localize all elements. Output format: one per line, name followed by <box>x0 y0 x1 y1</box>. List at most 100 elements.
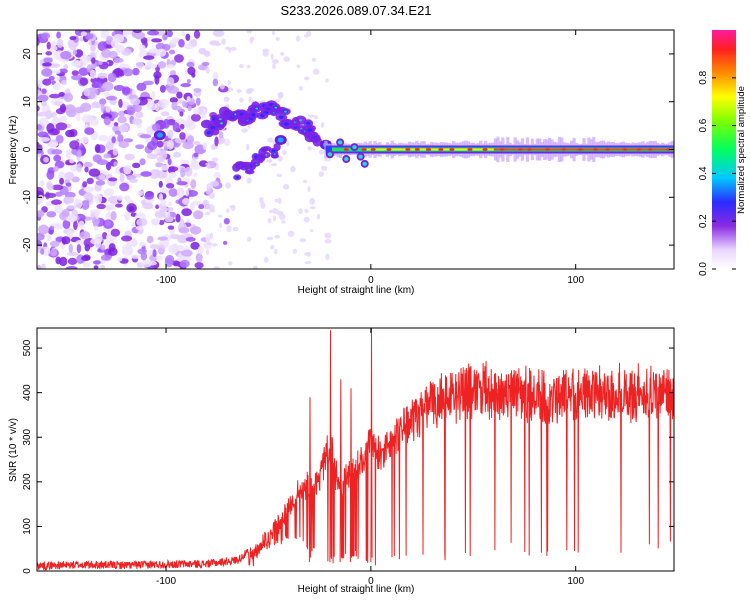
spectrogram-cell <box>223 218 230 225</box>
spectrogram-cell <box>179 218 185 229</box>
spectrogram-cell <box>113 85 125 91</box>
spectrogram-cell <box>195 252 203 263</box>
spectrogram-cell <box>45 51 53 56</box>
spectrogram-cell <box>139 241 147 247</box>
spectrogram-cell <box>52 82 61 91</box>
spectrogram-cell <box>165 211 171 217</box>
spectrogram-cell <box>138 44 146 52</box>
y-tick-label: 100 <box>22 518 33 535</box>
spectrogram-cell <box>212 78 219 87</box>
spectrogram-cell <box>135 225 143 230</box>
spectrogram-cell <box>59 177 65 185</box>
spectrogram-cell <box>179 111 184 117</box>
spectrogram-cell <box>76 163 82 173</box>
carrier-peak <box>467 148 473 151</box>
spectrogram-cell <box>146 102 158 111</box>
spectrogram-cell <box>94 144 101 153</box>
spectrogram-cell <box>70 165 78 172</box>
spectrogram-cell <box>84 127 95 135</box>
spectrogram-cell <box>307 146 312 151</box>
spectrogram-cell <box>67 257 78 265</box>
spectrogram-cell <box>80 136 89 144</box>
spectrogram-cell <box>113 57 124 63</box>
spectrogram-cell <box>172 122 180 132</box>
spectrogram-cell <box>250 112 256 117</box>
spectrogram-cell <box>64 171 75 181</box>
spectrogram-cell <box>284 110 287 113</box>
spectrogram-cell <box>71 59 82 67</box>
spectrogram-cell <box>305 121 311 126</box>
spectrogram-cell <box>274 106 278 109</box>
spectrogram-cell <box>303 76 310 81</box>
spectrogram-cell <box>239 63 244 69</box>
spectrogram-cell <box>37 264 42 269</box>
spectrogram-cell <box>362 161 367 166</box>
y-tick-label: 400 <box>22 384 33 401</box>
spectrogram-cell <box>157 236 169 241</box>
spectrogram-cell <box>151 219 160 226</box>
spectrogram-cell <box>37 105 40 112</box>
spectrogram-cell <box>212 30 225 37</box>
spectrogram-cell <box>218 118 222 121</box>
spectrogram-cell <box>154 74 160 85</box>
spectrogram-cell <box>184 189 190 197</box>
spectrogram-cell <box>147 63 158 69</box>
spectrogram-cell <box>167 201 173 207</box>
spectrogram-cell <box>100 244 106 251</box>
spectrogram-cell <box>133 31 146 40</box>
carrier-peak <box>361 148 367 151</box>
carrier-peak <box>405 148 411 151</box>
spectrogram-cell <box>66 109 77 118</box>
spectrogram-cell <box>277 155 283 162</box>
spectrogram-cell <box>158 180 163 188</box>
spectrogram-cell <box>83 186 95 193</box>
spectrogram-cell <box>100 254 111 261</box>
spectrogram-cell <box>152 249 157 257</box>
spectrogram-cell <box>205 204 210 210</box>
spectrogram-cell <box>239 97 244 103</box>
spectrogram-cell <box>228 47 232 54</box>
spectrogram-cell <box>95 180 106 186</box>
x-tick-label: 0 <box>368 576 374 587</box>
spectrogram-cell <box>89 69 97 79</box>
colorbar-gradient <box>712 30 736 269</box>
spectrogram-cell <box>44 192 57 198</box>
spectrogram-cell <box>37 152 42 158</box>
spectrogram-cell <box>184 166 193 177</box>
spectrogram-y-ticks: -20 -10 0 10 20 <box>22 48 674 252</box>
spectrogram-cell <box>184 43 194 50</box>
spectrogram-cell <box>94 194 103 204</box>
spectrogram-cell <box>292 248 297 254</box>
spectrogram-cell <box>205 249 210 255</box>
spectrogram-cell <box>171 260 181 267</box>
spectrogram-cell <box>187 105 192 112</box>
spectrogram-cell <box>88 33 94 39</box>
spectrogram-cell <box>146 153 159 160</box>
spectrogram-cell <box>167 166 179 172</box>
spectrogram-cell <box>174 54 184 63</box>
spectrogram-cell <box>40 32 51 40</box>
spectrogram-cell <box>247 88 255 93</box>
spectrogram-cell <box>186 61 195 68</box>
spectrogram-cell <box>139 158 146 166</box>
spectrogram-cell <box>296 64 301 69</box>
spectrogram-cell <box>69 196 75 204</box>
spectrogram-cell <box>78 220 85 229</box>
spectrogram-cell <box>324 238 332 244</box>
spectrogram-cell <box>181 249 193 257</box>
spectrogram-cell <box>192 210 204 220</box>
spectrogram-cell <box>305 30 312 37</box>
snr-panel: -100 0 100 0 100 200 300 400 500 Height of stra… <box>8 327 675 595</box>
spectrogram-cell <box>56 31 61 39</box>
spectrogram-cell <box>262 48 270 53</box>
spectrogram-cell <box>176 91 183 99</box>
spectrogram-cell <box>275 98 281 103</box>
spectrogram-cell <box>182 101 188 108</box>
spectrogram-cell <box>157 244 166 255</box>
spectrogram-cell <box>65 182 72 187</box>
spectrogram-cell <box>81 199 90 210</box>
spectrogram-cell <box>272 63 276 70</box>
spectrogram-cell <box>318 149 324 155</box>
spectrogram-cell <box>117 257 123 262</box>
spectrogram-cell <box>61 208 70 218</box>
